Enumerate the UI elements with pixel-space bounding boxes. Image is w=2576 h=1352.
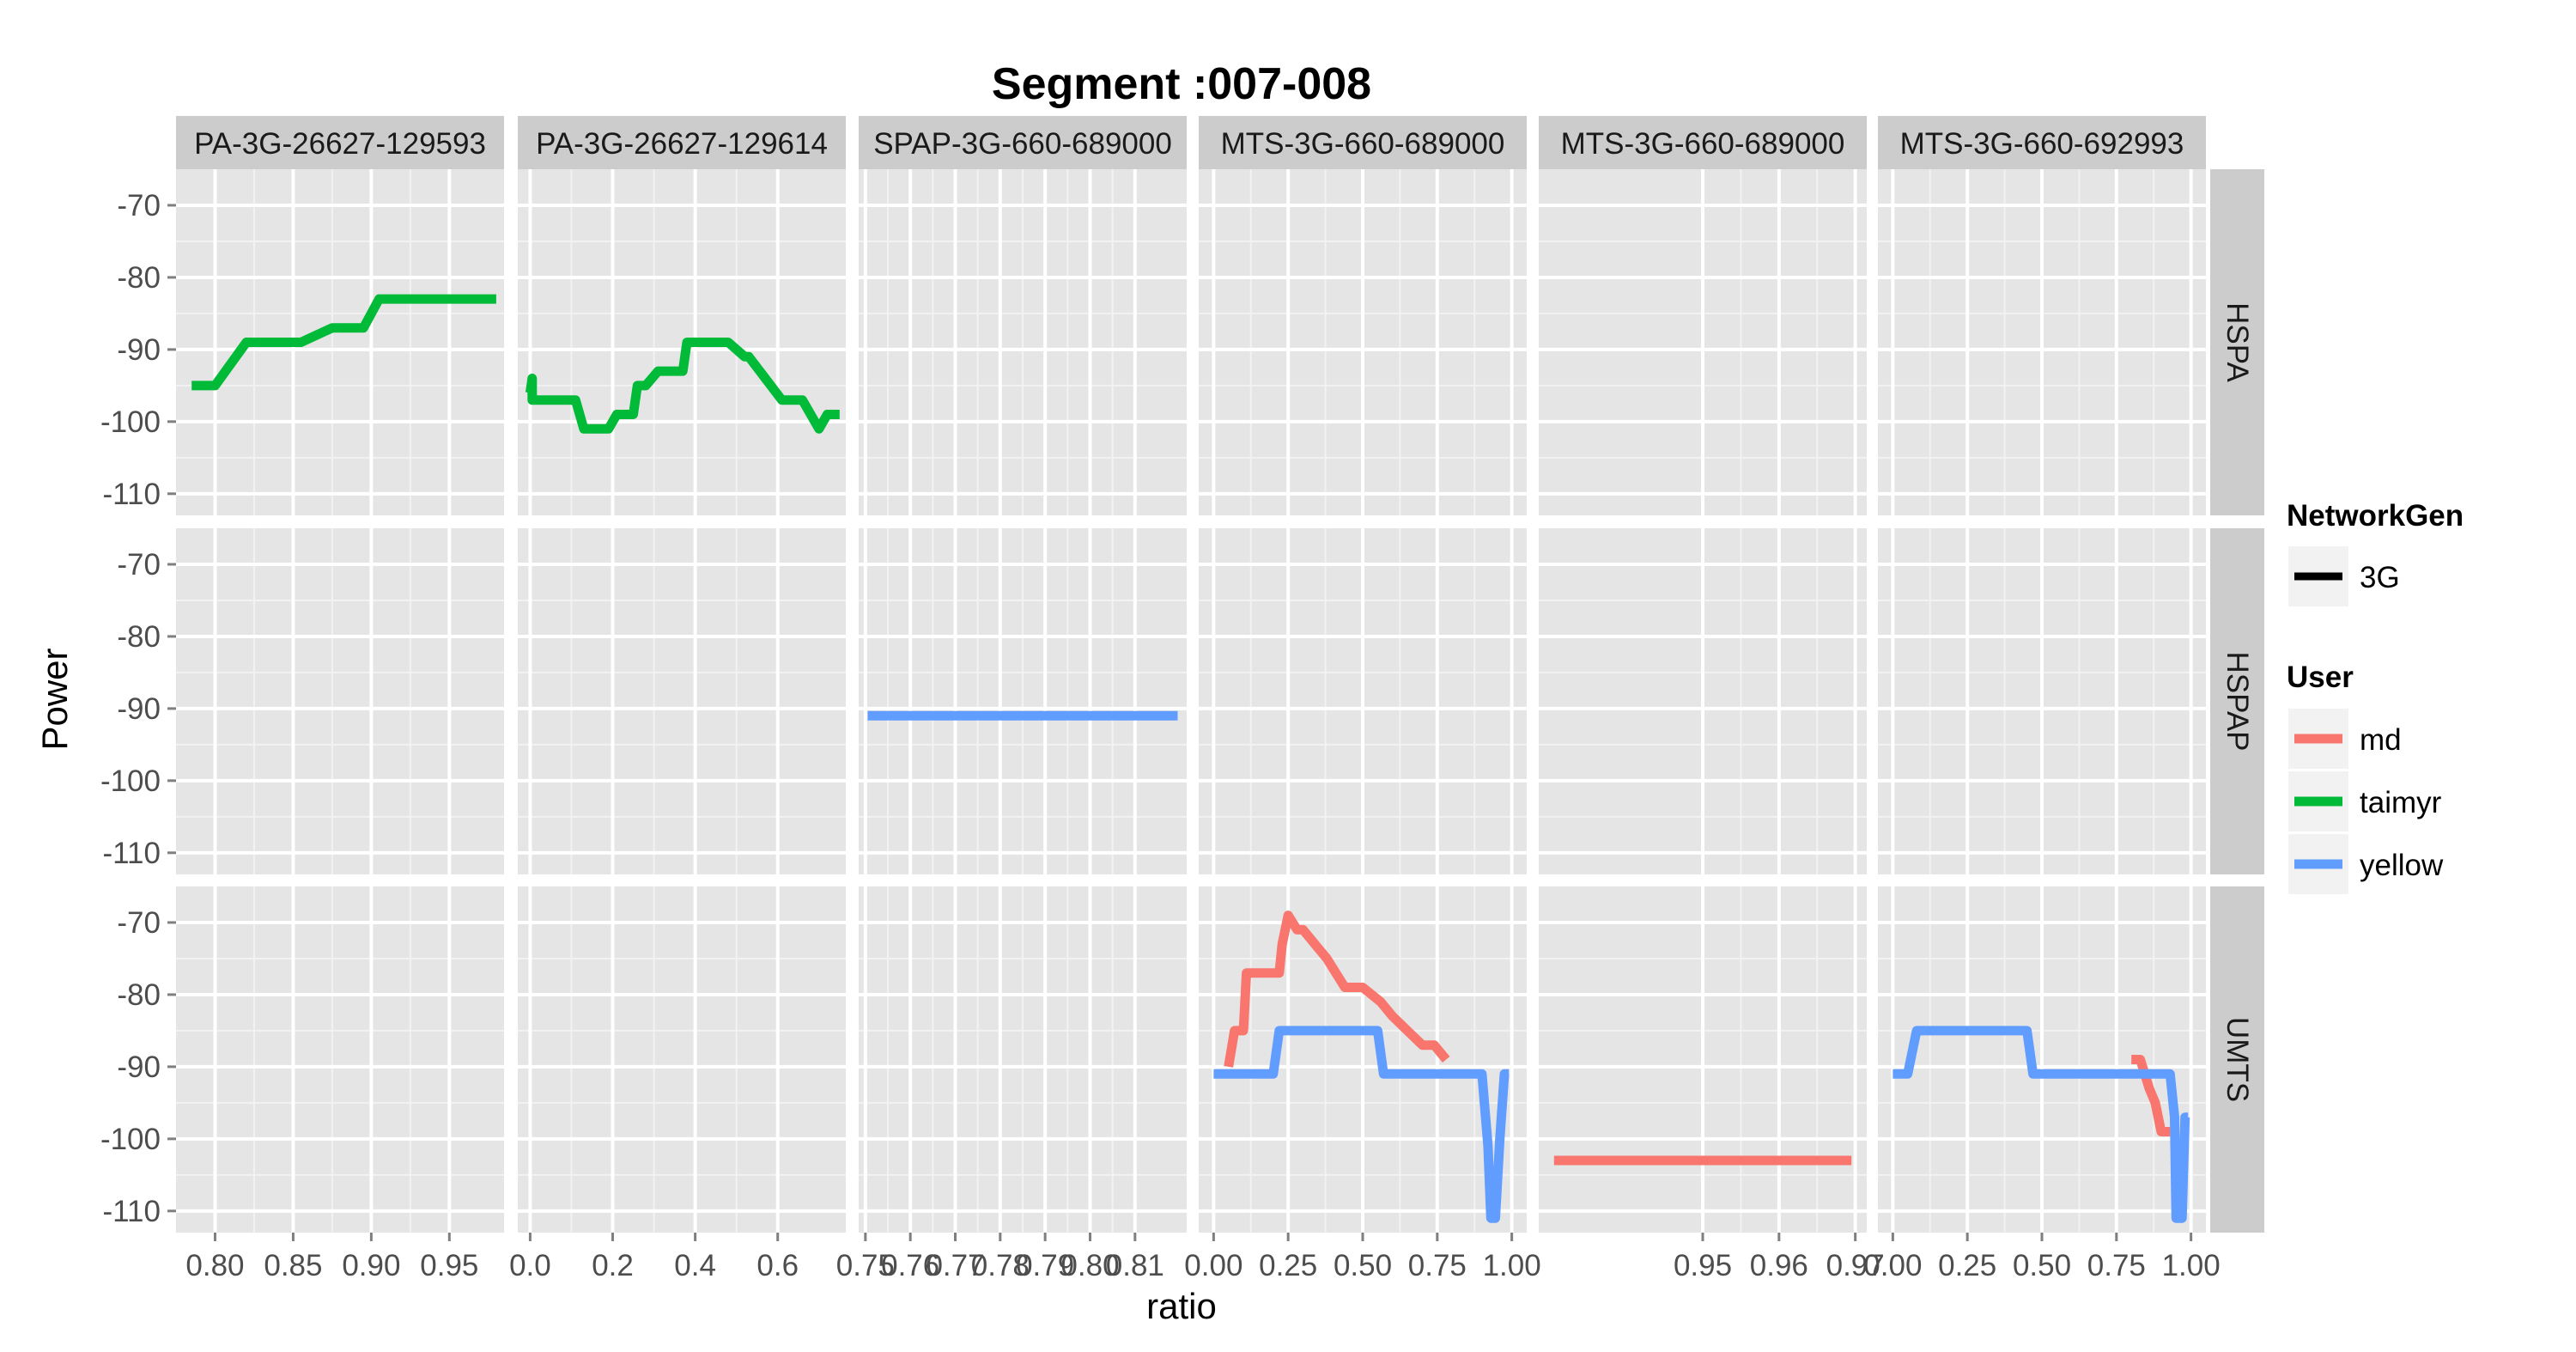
y-tick-label: -80: [117, 261, 161, 295]
facet-panel: [859, 169, 1187, 515]
x-tick-label: 0.25: [1938, 1249, 1996, 1282]
facet-panel: [1539, 886, 1867, 1233]
y-tick-label: -80: [117, 620, 161, 654]
series-line-md: [2131, 1055, 2171, 1136]
x-tick-label: 0.79: [1016, 1249, 1074, 1282]
y-tick-label: -90: [117, 1051, 161, 1084]
y-tick-label: -80: [117, 978, 161, 1012]
x-tick-label: 0.85: [264, 1249, 322, 1282]
x-tick-label: 0.76: [881, 1249, 939, 1282]
series-line-yellow: [1893, 1026, 2190, 1223]
legend-label-taimyr: taimyr: [2360, 786, 2442, 819]
x-tick-label: 0.95: [420, 1249, 478, 1282]
x-tick-label: 0.0: [509, 1249, 551, 1282]
x-axis-title: ratio: [1146, 1286, 1217, 1326]
column-strip-label: PA-3G-26627-129593: [194, 127, 486, 161]
facet-panel: [1539, 528, 1867, 874]
x-tick-label: 0.25: [1259, 1249, 1317, 1282]
row-strip: [2210, 528, 2264, 874]
x-tick-label: 1.00: [2162, 1249, 2221, 1282]
column-strip: [1539, 116, 1867, 169]
x-tick-label: 1.00: [1483, 1249, 1541, 1282]
column-strip-label: PA-3G-26627-129614: [536, 127, 828, 161]
y-tick-label: -90: [117, 333, 161, 367]
legend-title-networkgen: NetworkGen: [2287, 499, 2464, 533]
y-axis-title: Power: [34, 648, 75, 750]
facet-panel: [859, 528, 1187, 874]
row-strip-label: HSPAP: [2221, 651, 2254, 751]
column-strip: [518, 116, 846, 169]
facet-panel: [518, 528, 846, 874]
column-strip: [859, 116, 1187, 169]
x-tick-label: 0.2: [592, 1249, 634, 1282]
x-tick-label: 0.78: [971, 1249, 1030, 1282]
x-tick-label: 0.81: [1106, 1249, 1164, 1282]
y-tick-label: -70: [117, 548, 161, 582]
y-tick-label: -110: [103, 478, 161, 511]
column-strip-label: MTS-3G-660-689000: [1221, 127, 1505, 161]
legend-label-md: md: [2360, 723, 2402, 757]
column-strip: [1199, 116, 1527, 169]
facet-panel: [1878, 528, 2206, 874]
facet-panel: [1199, 169, 1527, 515]
facet-panel: [518, 886, 846, 1233]
facet-panel: [176, 169, 504, 515]
facet-panel: [1199, 886, 1527, 1233]
facet-panel: [1199, 528, 1527, 874]
y-tick-label: -70: [117, 189, 161, 222]
y-tick-label: -90: [117, 692, 161, 726]
x-tick-label: 0.50: [2013, 1249, 2071, 1282]
column-strip: [176, 116, 504, 169]
column-strip-label: SPAP-3G-660-689000: [873, 127, 1172, 161]
x-tick-label: 0.77: [926, 1249, 984, 1282]
legend: NetworkGen 3G User md taimyr yellow: [2287, 499, 2464, 894]
series-line-taimyr: [191, 294, 496, 391]
facet-panel: [1539, 169, 1867, 515]
facet-panel: [176, 528, 504, 874]
facet-panel: [518, 169, 846, 515]
series-line-yellow: [1213, 1026, 1510, 1223]
x-tick-label: 0.90: [342, 1249, 400, 1282]
x-tick-label: 0.00: [1863, 1249, 1922, 1282]
chart-title: Segment :007-008: [992, 59, 1371, 109]
x-tick-label: 0.80: [1060, 1249, 1119, 1282]
row-strip: [2210, 886, 2264, 1233]
x-tick-label: 0.75: [2087, 1249, 2146, 1282]
column-strip-label: MTS-3G-660-689000: [1561, 127, 1845, 161]
x-tick-label: 0.95: [1674, 1249, 1732, 1282]
y-tick-label: -70: [117, 906, 161, 940]
x-tick-label: 0.75: [836, 1249, 895, 1282]
y-tick-label: -110: [103, 1195, 161, 1228]
x-tick-label: 0.96: [1750, 1249, 1808, 1282]
row-strip-label: HSPA: [2221, 302, 2254, 382]
legend-label-yellow: yellow: [2360, 849, 2444, 882]
facet-panel: [176, 886, 504, 1233]
facet-panel: [1878, 169, 2206, 515]
x-tick-label: 0.97: [1826, 1249, 1885, 1282]
row-strip-label: UMTS: [2221, 1017, 2254, 1102]
facet-panels: PA-3G-26627-129593 PA-3G-26627-129614 SPAP…: [100, 116, 2264, 1282]
x-tick-label: 0.50: [1334, 1249, 1392, 1282]
legend-label-3g: 3G: [2360, 561, 2400, 594]
y-tick-label: -110: [103, 837, 161, 870]
column-strip: [1878, 116, 2206, 169]
series-line-taimyr: [525, 338, 840, 434]
legend-title-user: User: [2287, 661, 2354, 694]
series-line-md: [1224, 910, 1450, 1068]
x-tick-label: 0.6: [756, 1249, 799, 1282]
y-tick-label: -100: [100, 405, 161, 439]
facet-panel: [859, 886, 1187, 1233]
y-tick-label: -100: [100, 1123, 161, 1156]
facet-panel: [1878, 886, 2206, 1233]
x-tick-label: 0.00: [1184, 1249, 1242, 1282]
x-tick-label: 0.4: [674, 1249, 716, 1282]
y-tick-label: -100: [100, 764, 161, 798]
column-strip-label: MTS-3G-660-692993: [1900, 127, 2184, 161]
row-strip: [2210, 169, 2264, 515]
x-tick-label: 0.75: [1408, 1249, 1467, 1282]
x-tick-label: 0.80: [185, 1249, 244, 1282]
